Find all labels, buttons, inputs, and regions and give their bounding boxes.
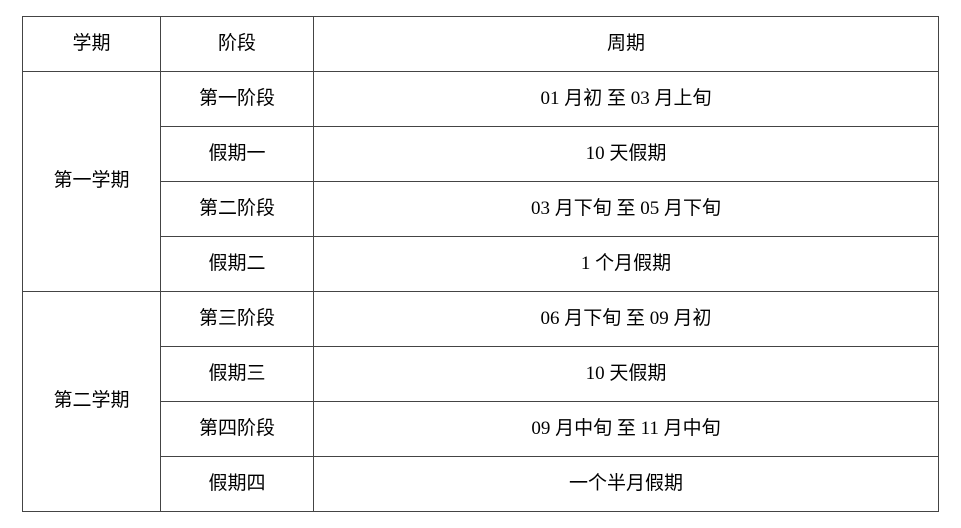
phase-cell: 第二阶段 (161, 182, 314, 237)
phase-cell: 假期四 (161, 457, 314, 512)
header-semester: 学期 (23, 17, 161, 72)
table-header-row: 学期 阶段 周期 (23, 17, 939, 72)
table-row: 假期一 10 天假期 (23, 127, 939, 182)
header-phase: 阶段 (161, 17, 314, 72)
period-cell: 06 月下旬 至 09 月初 (314, 292, 939, 347)
table-row: 假期三 10 天假期 (23, 347, 939, 402)
header-period: 周期 (314, 17, 939, 72)
period-cell: 一个半月假期 (314, 457, 939, 512)
table-row: 第四阶段 09 月中旬 至 11 月中旬 (23, 402, 939, 457)
phase-cell: 第一阶段 (161, 72, 314, 127)
table-row: 第二学期 第三阶段 06 月下旬 至 09 月初 (23, 292, 939, 347)
table-row: 第一学期 第一阶段 01 月初 至 03 月上旬 (23, 72, 939, 127)
schedule-table: 学期 阶段 周期 第一学期 第一阶段 01 月初 至 03 月上旬 假期一 10… (22, 16, 939, 512)
phase-cell: 第四阶段 (161, 402, 314, 457)
semester-cell: 第一学期 (23, 72, 161, 292)
table-row: 假期四 一个半月假期 (23, 457, 939, 512)
table-row: 第二阶段 03 月下旬 至 05 月下旬 (23, 182, 939, 237)
period-cell: 1 个月假期 (314, 237, 939, 292)
period-cell: 10 天假期 (314, 347, 939, 402)
semester-cell: 第二学期 (23, 292, 161, 512)
phase-cell: 假期二 (161, 237, 314, 292)
period-cell: 09 月中旬 至 11 月中旬 (314, 402, 939, 457)
period-cell: 10 天假期 (314, 127, 939, 182)
table-row: 假期二 1 个月假期 (23, 237, 939, 292)
period-cell: 03 月下旬 至 05 月下旬 (314, 182, 939, 237)
phase-cell: 假期三 (161, 347, 314, 402)
phase-cell: 假期一 (161, 127, 314, 182)
phase-cell: 第三阶段 (161, 292, 314, 347)
period-cell: 01 月初 至 03 月上旬 (314, 72, 939, 127)
